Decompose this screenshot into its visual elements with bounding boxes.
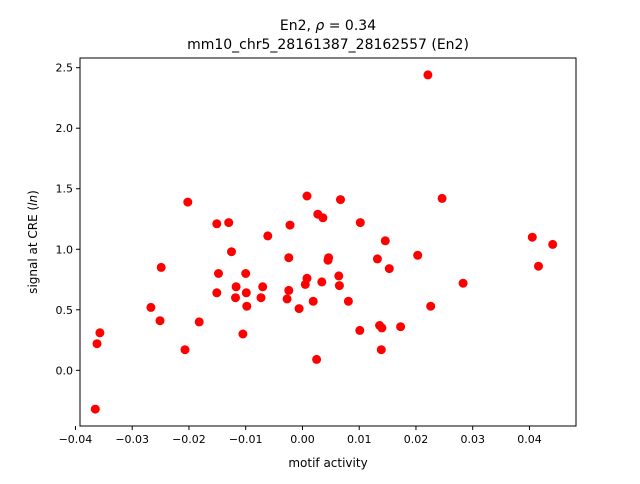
- data-point: [355, 218, 365, 228]
- y-tick-label: 1.0: [56, 243, 74, 256]
- data-point: [334, 271, 344, 281]
- chart-title-line2: mm10_chr5_28161387_28162557 (En2): [187, 37, 469, 53]
- points-layer: [90, 70, 558, 414]
- data-point: [308, 296, 318, 306]
- plot-frame: [79, 57, 577, 427]
- x-tick-label: −0.04: [59, 433, 93, 446]
- data-point: [380, 236, 390, 246]
- data-point: [336, 195, 345, 205]
- data-point: [534, 261, 543, 271]
- data-point: [155, 316, 165, 326]
- data-point: [156, 262, 166, 272]
- x-tick-label: −0.03: [115, 433, 149, 446]
- data-point: [312, 354, 322, 364]
- data-point: [413, 250, 423, 260]
- data-point: [384, 264, 394, 274]
- data-point: [396, 322, 406, 332]
- data-point: [302, 191, 312, 201]
- x-axis-label: motif activity: [288, 456, 367, 470]
- data-point: [183, 197, 193, 207]
- x-tick-label: 0.03: [460, 433, 485, 446]
- x-tick-label: 0.04: [517, 433, 542, 446]
- data-point: [284, 253, 294, 263]
- data-point: [212, 288, 222, 298]
- data-point: [180, 345, 190, 355]
- y-tick-label: 1.5: [56, 183, 74, 196]
- data-point: [324, 253, 334, 263]
- data-point: [231, 282, 241, 292]
- data-point: [423, 70, 433, 80]
- data-point: [284, 285, 294, 295]
- data-point: [242, 301, 252, 311]
- data-point: [258, 282, 268, 292]
- data-point: [282, 294, 292, 304]
- data-point: [231, 293, 240, 303]
- data-point: [146, 302, 156, 312]
- y-ticks: 0.0 0.5 1.0 1.5 2.0 2.5: [56, 62, 80, 377]
- data-point: [92, 339, 102, 349]
- x-tick-label: −0.01: [229, 433, 263, 446]
- chart-title-line1: En2, ρ = 0.34: [280, 18, 376, 34]
- x-ticks: −0.04 −0.03 −0.02 −0.01 0.00 0.01 0.02 0.03 0.04: [59, 426, 542, 446]
- y-axis-label: signal at CRE (ln): [26, 190, 40, 294]
- data-point: [285, 220, 295, 230]
- data-point: [224, 218, 234, 228]
- data-point: [548, 239, 558, 249]
- data-point: [372, 254, 382, 264]
- data-point: [90, 404, 100, 414]
- data-point: [263, 231, 273, 241]
- data-point: [95, 328, 105, 338]
- x-tick-label: 0.02: [404, 433, 429, 446]
- data-point: [527, 232, 537, 242]
- y-tick-label: 0.0: [56, 364, 74, 377]
- data-point: [241, 288, 251, 298]
- data-point: [317, 277, 327, 287]
- data-point: [238, 329, 248, 339]
- data-point: [212, 219, 222, 229]
- x-tick-label: 0.00: [290, 433, 315, 446]
- data-point: [458, 278, 468, 288]
- data-point: [437, 193, 447, 203]
- data-point: [343, 296, 353, 306]
- data-point: [256, 293, 266, 303]
- data-point: [355, 325, 365, 335]
- y-tick-label: 2.5: [56, 62, 74, 75]
- x-tick-label: 0.01: [347, 433, 372, 446]
- y-tick-label: 2.0: [56, 122, 74, 135]
- data-point: [302, 273, 312, 283]
- data-point: [376, 345, 386, 355]
- data-point: [377, 323, 387, 333]
- x-tick-label: −0.02: [172, 433, 206, 446]
- data-point: [318, 213, 328, 223]
- data-point: [334, 281, 344, 291]
- data-point: [241, 269, 251, 278]
- y-tick-label: 0.5: [56, 304, 74, 317]
- data-point: [227, 247, 236, 257]
- data-point: [426, 301, 436, 311]
- data-point: [194, 317, 204, 327]
- data-point: [294, 304, 304, 314]
- data-point: [214, 269, 223, 278]
